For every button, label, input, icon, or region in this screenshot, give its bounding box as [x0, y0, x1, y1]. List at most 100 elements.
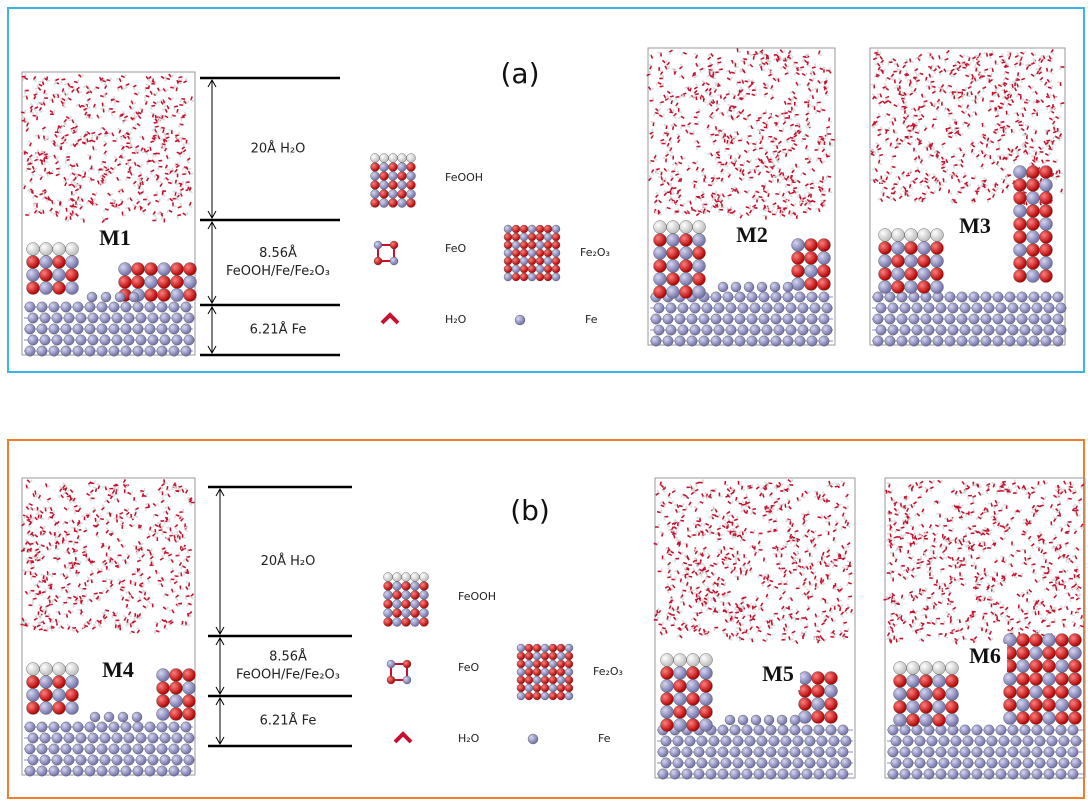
- atom: [1027, 192, 1040, 205]
- water-bond: [676, 200, 678, 203]
- water-bond: [806, 118, 808, 122]
- atom: [905, 281, 918, 294]
- water-bond: [885, 84, 886, 87]
- water-bond: [937, 110, 940, 112]
- water-bond: [954, 166, 955, 169]
- water-bond: [67, 508, 69, 511]
- atom: [1020, 303, 1030, 313]
- water-bond: [728, 196, 729, 199]
- water-bond: [773, 587, 774, 590]
- water-bond: [889, 122, 892, 123]
- water-bond: [55, 94, 58, 95]
- water-bond: [924, 178, 928, 180]
- water-bond: [746, 213, 749, 216]
- water-bond: [875, 179, 878, 181]
- water-bond: [71, 167, 72, 170]
- water-bond: [162, 148, 165, 149]
- water-bond: [748, 125, 751, 127]
- water-bond: [875, 152, 876, 155]
- water-bond: [1048, 71, 1051, 72]
- water-bond: [890, 146, 893, 147]
- atom: [771, 292, 781, 302]
- water-bond: [920, 160, 922, 164]
- atom: [924, 325, 934, 335]
- water-bond: [728, 115, 731, 117]
- atom: [1040, 270, 1053, 283]
- water-bond: [879, 131, 881, 134]
- water-bond: [785, 630, 788, 631]
- water-bond: [742, 178, 744, 180]
- atom: [544, 249, 552, 257]
- water-bond: [935, 65, 937, 67]
- water-bond: [995, 123, 997, 126]
- water-bond: [766, 208, 769, 209]
- water-bond: [909, 87, 912, 88]
- panel-a: M1M2M320Å H₂O8.56ÅFeOOH/Fe/Fe₂O₃6.21Å Fe…: [21, 48, 1066, 356]
- water-bond: [669, 141, 672, 142]
- water-bond: [120, 521, 123, 522]
- water-bond: [970, 62, 971, 65]
- water-bond: [703, 565, 705, 567]
- water-bond: [818, 208, 819, 212]
- water-bond: [76, 163, 78, 167]
- water-bond: [981, 134, 982, 137]
- atom: [747, 336, 757, 346]
- water-bond: [878, 113, 880, 116]
- water-bond: [797, 196, 800, 197]
- water-bond: [880, 56, 882, 59]
- water-bond: [963, 122, 964, 125]
- simulation-box: [22, 72, 195, 355]
- water-bond: [1001, 90, 1004, 91]
- water-bond: [694, 507, 697, 508]
- water-bond: [75, 191, 77, 194]
- atom: [28, 313, 38, 323]
- water-bond: [175, 169, 177, 172]
- atom: [969, 292, 979, 302]
- water-bond: [884, 69, 886, 72]
- water-bond: [123, 616, 126, 617]
- atom: [73, 302, 83, 312]
- water-bond: [890, 195, 892, 198]
- water-bond: [910, 180, 912, 182]
- water-bond: [142, 181, 143, 185]
- water-bond: [106, 171, 108, 174]
- water-bond: [57, 524, 59, 526]
- water-bond: [824, 85, 827, 87]
- water-bond: [55, 96, 58, 97]
- water-bond: [167, 155, 168, 159]
- water-bond: [919, 155, 920, 159]
- water-bond: [791, 192, 795, 194]
- water-bond: [66, 220, 69, 221]
- water-bond: [717, 593, 719, 597]
- water-bond: [133, 103, 136, 105]
- atom: [544, 265, 552, 273]
- water-bond: [812, 180, 813, 183]
- water-bond: [120, 200, 123, 201]
- atom: [25, 346, 35, 356]
- atom: [667, 247, 680, 260]
- water-bond: [671, 91, 673, 94]
- water-bond: [928, 180, 930, 183]
- water-bond: [912, 131, 915, 132]
- water-bond: [656, 82, 657, 85]
- water-bond: [702, 191, 704, 193]
- atom: [145, 276, 158, 289]
- water-bond: [98, 133, 101, 135]
- water-bond: [1005, 78, 1009, 80]
- water-bond: [974, 67, 977, 68]
- water-bond: [34, 208, 37, 210]
- atom: [822, 303, 832, 313]
- water-bond: [880, 198, 882, 201]
- atom: [536, 257, 544, 265]
- water-bond: [66, 535, 67, 538]
- water-bond: [735, 558, 738, 560]
- water-bond: [923, 178, 925, 181]
- water-bond: [735, 136, 737, 139]
- atom: [931, 229, 944, 242]
- atom: [792, 239, 805, 252]
- water-bond: [806, 113, 809, 115]
- water-bond: [52, 599, 54, 601]
- water-bond: [1039, 147, 1042, 150]
- atom: [996, 303, 1006, 313]
- atom: [61, 722, 71, 732]
